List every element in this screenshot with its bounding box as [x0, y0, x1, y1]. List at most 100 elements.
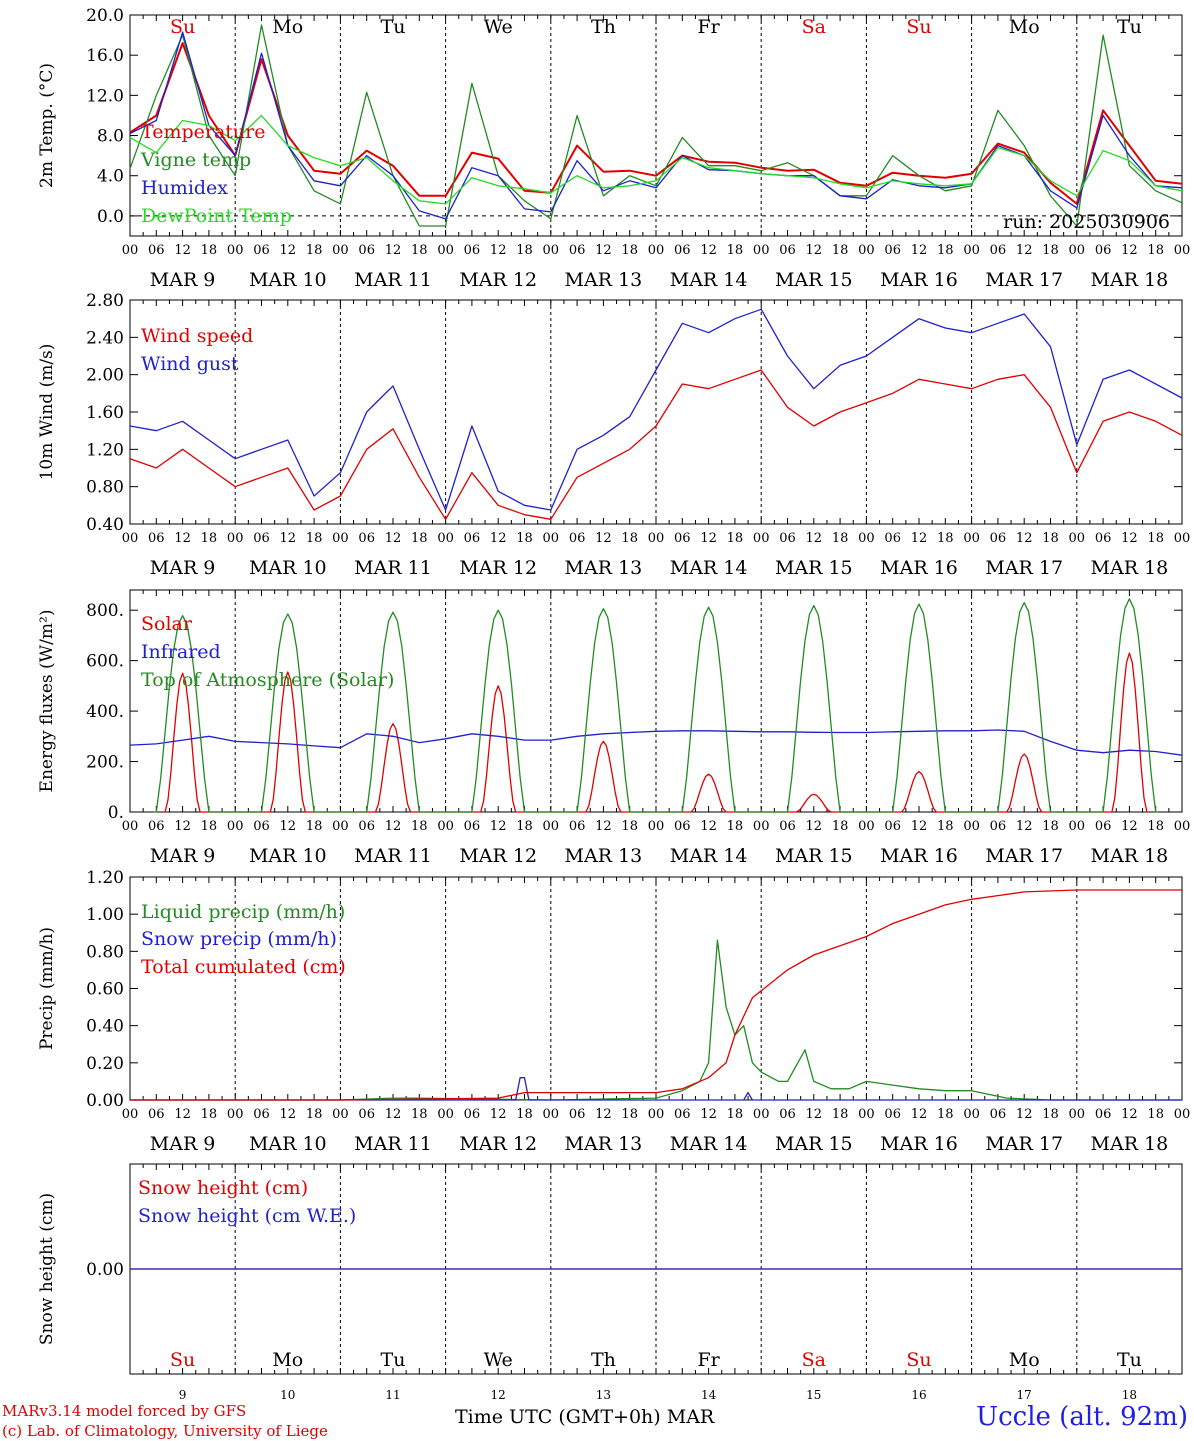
hour-tick-label: 18: [937, 1107, 954, 1122]
hour-tick-label: 00: [437, 1107, 454, 1122]
legend-entry: Snow height (cm W.E.): [138, 1205, 356, 1227]
hour-tick-label: 12: [385, 531, 402, 546]
hour-tick-label: 00: [227, 1107, 244, 1122]
y-tick-label: 1.20: [86, 868, 124, 888]
hour-tick-label: 00: [858, 819, 875, 834]
date-label: MAR 14: [670, 269, 748, 291]
y-tick-label: 0.20: [86, 1054, 124, 1074]
day-name-top: Sa: [802, 16, 826, 38]
hour-tick-label: 12: [174, 819, 191, 834]
hour-tick-label: 18: [1042, 1107, 1059, 1122]
hour-tick-label: 06: [464, 819, 481, 834]
hour-tick-label: 00: [858, 1107, 875, 1122]
panel-4: 0.00 0.20 0.40 0.60 0.80 1.00 1.20 Precip (mm/h…: [37, 868, 1190, 1155]
series-line-total-cumulated-cm-: [130, 889, 1182, 1101]
y-axis-label: Precip (mm/h): [37, 927, 57, 1050]
hour-tick-label: 00: [332, 1107, 349, 1122]
legend-entry: DewPoint Temp: [141, 205, 292, 227]
y-tick-label: 2.80: [86, 291, 124, 311]
date-label: MAR 11: [354, 557, 432, 579]
date-label: MAR 16: [880, 1133, 958, 1155]
hour-tick-label: 06: [990, 531, 1007, 546]
hour-tick-label: 00: [648, 1107, 665, 1122]
day-name-bottom: Th: [591, 1349, 616, 1371]
date-label: MAR 12: [459, 269, 537, 291]
hour-tick-label: 12: [1016, 1107, 1033, 1122]
day-number: 10: [280, 1388, 295, 1402]
hour-tick-label: 06: [674, 1107, 691, 1122]
hour-tick-label: 00: [437, 243, 454, 258]
date-label: MAR 15: [775, 269, 853, 291]
hour-tick-label: 12: [1121, 1107, 1138, 1122]
date-label: MAR 10: [249, 1133, 327, 1155]
hour-tick-label: 18: [201, 1107, 218, 1122]
hour-tick-label: 06: [569, 819, 586, 834]
hour-tick-label: 06: [358, 243, 375, 258]
day-name-bottom: Tu: [381, 1349, 406, 1371]
hour-tick-label: 00: [122, 243, 139, 258]
hour-tick-label: 18: [411, 1107, 428, 1122]
series-line-liquid-precip-mm-h-: [130, 939, 1182, 1101]
hour-tick-label: 12: [1016, 819, 1033, 834]
hour-tick-label: 12: [280, 1107, 297, 1122]
hour-tick-label: 12: [174, 531, 191, 546]
y-tick-label: 2.00: [86, 366, 124, 386]
series-line-wind-speed: [129, 369, 1183, 520]
y-tick-label: 200.: [86, 753, 124, 773]
date-label: MAR 18: [1091, 557, 1169, 579]
hour-tick-label: 00: [1069, 531, 1086, 546]
date-label: MAR 10: [249, 557, 327, 579]
legend-entry: Snow precip (mm/h): [141, 928, 337, 950]
hour-tick-label: 00: [122, 531, 139, 546]
hour-tick-label: 18: [832, 819, 849, 834]
hour-tick-label: 06: [884, 819, 901, 834]
day-number: 12: [491, 1388, 506, 1402]
hour-tick-label: 06: [569, 1107, 586, 1122]
day-name-bottom: Tu: [1117, 1349, 1142, 1371]
date-label: MAR 12: [459, 845, 537, 867]
date-label: MAR 11: [354, 1133, 432, 1155]
hour-tick-label: 12: [490, 243, 507, 258]
day-number: 15: [806, 1388, 821, 1402]
legend-entry: Solar: [141, 613, 193, 635]
hour-tick-label: 18: [516, 243, 533, 258]
date-label: MAR 10: [249, 269, 327, 291]
hour-tick-label: 06: [990, 1107, 1007, 1122]
xaxis-label: Time UTC (GMT+0h): [455, 1406, 661, 1428]
series-line-snow-precip-mm-h-: [130, 1077, 1182, 1101]
y-tick-label: 4.0: [97, 167, 124, 187]
hour-tick-label: 12: [1121, 531, 1138, 546]
date-label: MAR 15: [775, 557, 853, 579]
hour-tick-label: 18: [411, 819, 428, 834]
y-axis-label: 10m Wind (m/s): [37, 344, 57, 481]
date-label: MAR 14: [670, 845, 748, 867]
hour-tick-label: 18: [411, 531, 428, 546]
hour-tick-label: 06: [990, 243, 1007, 258]
legend-entry: Snow height (cm): [138, 1177, 308, 1199]
hour-tick-label: 06: [253, 819, 270, 834]
hour-tick-label: 18: [727, 819, 744, 834]
hour-tick-label: 18: [832, 1107, 849, 1122]
hour-tick-label: 18: [621, 1107, 638, 1122]
hour-tick-label: 12: [385, 819, 402, 834]
hour-tick-label: 12: [490, 531, 507, 546]
credit-label: (c) Lab. of Climatology, University of L…: [2, 1422, 328, 1440]
hour-tick-label: 06: [674, 531, 691, 546]
model-label: MARv3.14 model forced by GFS: [2, 1402, 247, 1420]
hour-tick-label: 00: [963, 819, 980, 834]
y-tick-label: 0.00: [86, 1091, 124, 1111]
hour-tick-label: 12: [1121, 243, 1138, 258]
hour-tick-label: 06: [990, 819, 1007, 834]
time-axis-label: Time UTC (GMT+0h) MAR: [455, 1406, 714, 1428]
hour-tick-label: 18: [1042, 819, 1059, 834]
hour-tick-label: 12: [595, 1107, 612, 1122]
hour-tick-label: 18: [1147, 819, 1164, 834]
y-tick-label: 16.0: [86, 46, 124, 66]
hour-tick-label: 00: [858, 531, 875, 546]
month-label: MAR: [666, 1406, 715, 1428]
hour-tick-label: 06: [884, 1107, 901, 1122]
hour-tick-label: 18: [937, 531, 954, 546]
date-label: MAR 16: [880, 269, 958, 291]
hour-tick-label: 12: [174, 243, 191, 258]
y-tick-label: 0.60: [86, 980, 124, 1000]
